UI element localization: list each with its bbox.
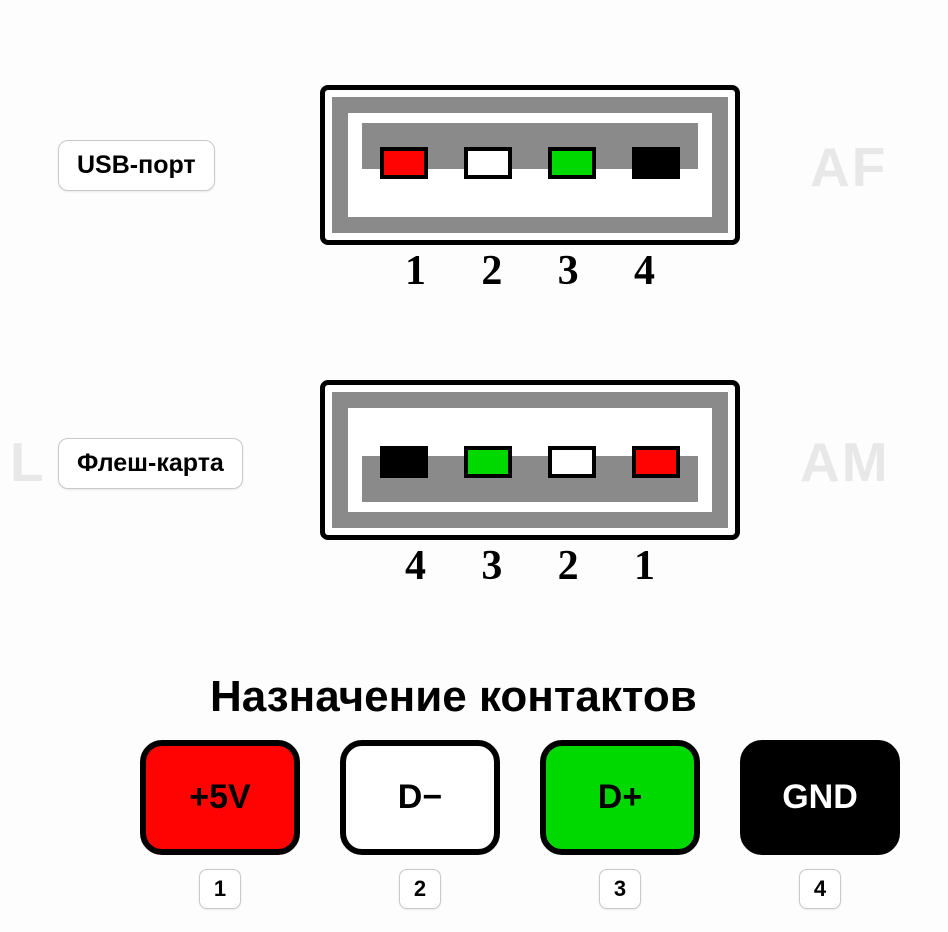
pin-3	[464, 446, 512, 478]
pin-2	[464, 147, 512, 179]
usb-port-type-code: AF	[810, 135, 887, 199]
flash-card-label: Флеш-карта	[58, 438, 243, 489]
legend-swatch: +5V	[140, 740, 300, 855]
pin-3	[548, 147, 596, 179]
legend-item-4: GND 4	[740, 740, 900, 909]
pin-number: 1	[634, 542, 655, 590]
legend-number: 3	[599, 869, 641, 909]
pin-1	[380, 147, 428, 179]
usb-port-pin-numbers: 1 2 3 4	[405, 247, 655, 295]
legend-item-1: +5V1	[140, 740, 300, 909]
flash-card-connector	[320, 380, 740, 540]
watermark-left: L	[10, 430, 46, 494]
pin-number: 4	[634, 247, 655, 295]
legend-number: 1	[199, 869, 241, 909]
pin-number: 3	[558, 247, 579, 295]
legend-item-2: D− 2	[340, 740, 500, 909]
pin-4	[632, 147, 680, 179]
pin-2	[548, 446, 596, 478]
flash-card-type-code: AM	[800, 430, 890, 494]
pins-row	[380, 446, 680, 478]
usb-port-label: USB-порт	[58, 140, 215, 191]
legend-swatch: D−	[340, 740, 500, 855]
legend-swatch: GND	[740, 740, 900, 855]
usb-port-connector	[320, 85, 740, 245]
legend-swatch: D+	[540, 740, 700, 855]
legend-item-3: D+ 3	[540, 740, 700, 909]
pin-number: 2	[558, 542, 579, 590]
flash-card-pin-numbers: 4 3 2 1	[405, 542, 655, 590]
pin-1	[632, 446, 680, 478]
legend-row: +5V1D−2D+3GND4	[140, 740, 900, 909]
pin-number: 2	[481, 247, 502, 295]
pin-number: 4	[405, 542, 426, 590]
legend-number: 2	[399, 869, 441, 909]
legend-title: Назначение контактов	[210, 672, 697, 722]
pin-4	[380, 446, 428, 478]
legend-number: 4	[799, 869, 841, 909]
pin-number: 1	[405, 247, 426, 295]
pin-number: 3	[481, 542, 502, 590]
pins-row	[380, 147, 680, 179]
